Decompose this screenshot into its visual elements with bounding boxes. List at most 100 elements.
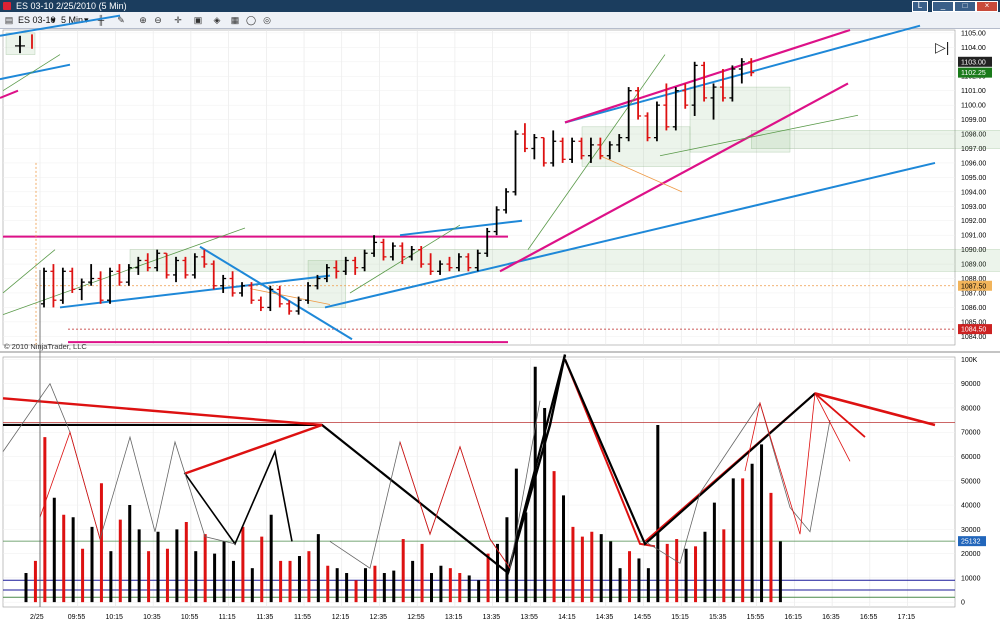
- congestion-box: [129, 249, 1000, 272]
- close-button[interactable]: ×: [976, 1, 998, 12]
- trend-line: [527, 54, 666, 250]
- trend-line: [324, 161, 936, 309]
- price-marker-label: 1103.00: [961, 59, 986, 66]
- volume-marker-box: [958, 536, 986, 547]
- data-box-icon[interactable]: ◯: [246, 15, 257, 25]
- price-tick-label: 1086.00: [961, 305, 986, 312]
- minimize-button[interactable]: _: [932, 1, 954, 12]
- volume-zigzag-line: [39, 430, 101, 540]
- time-tick-label: 10:15: [105, 614, 123, 621]
- trend-line: [564, 28, 851, 124]
- time-tick-label: 15:15: [671, 614, 689, 621]
- volume-tick-label: 0: [961, 600, 965, 607]
- price-tick-label: 1105.00: [961, 30, 986, 37]
- window-title-bar: ES 03-10 2/25/2010 (5 Min) L _ □ ×: [0, 0, 1000, 12]
- trend-line: [2, 54, 61, 92]
- time-tick-label: 11:15: [219, 614, 236, 621]
- time-tick-label: 11:35: [256, 614, 273, 621]
- drawing-tool-icon[interactable]: ✎: [117, 15, 125, 25]
- trend-line: [199, 245, 353, 341]
- price-tick-label: 1087.00: [961, 290, 986, 297]
- time-tick-label: 2/25: [30, 614, 44, 621]
- time-tick-label: 12:55: [407, 614, 425, 621]
- app-icon: [3, 2, 11, 10]
- price-tick-label: 1099.00: [961, 117, 986, 124]
- window-title: ES 03-10 2/25/2010 (5 Min): [16, 1, 127, 11]
- bar-style-icon[interactable]: ╫: [97, 15, 105, 25]
- price-tick-label: 1098.00: [961, 132, 986, 139]
- chart-menu-icon[interactable]: ▤: [4, 15, 14, 25]
- instrument-dropdown-icon[interactable]: ▾: [51, 15, 56, 25]
- price-tick-label: 1093.00: [961, 204, 986, 211]
- volume-tick-label: 70000: [961, 430, 981, 437]
- copyright-text: © 2010 NinjaTrader, LLC: [4, 342, 87, 351]
- volume-zigzag-line: [814, 392, 936, 427]
- time-tick-label: 12:35: [369, 614, 387, 621]
- time-tick-label: 10:55: [181, 614, 199, 621]
- price-tick-label: 1085.00: [961, 319, 986, 326]
- help-button[interactable]: L: [912, 1, 928, 12]
- volume-zigzag-line: [399, 441, 511, 569]
- price-tick-label: 1084.00: [961, 334, 986, 341]
- volume-tick-label: 10000: [961, 575, 981, 582]
- snapshot-icon[interactable]: ◎: [263, 15, 271, 25]
- trend-line: [0, 89, 19, 99]
- price-tick-label: 1091.00: [961, 233, 986, 240]
- volume-tick-label: 40000: [961, 503, 981, 510]
- volume-zigzag-line: [506, 354, 567, 574]
- volume-tick-label: 80000: [961, 405, 981, 412]
- properties-icon[interactable]: ▣: [193, 15, 203, 25]
- volume-tick-label: 30000: [961, 527, 981, 534]
- interval-dropdown-icon[interactable]: ▾: [84, 15, 89, 25]
- zoom-in-icon[interactable]: ⊕: [139, 15, 147, 25]
- price-marker-box: [958, 280, 992, 291]
- trend-line: [399, 219, 523, 237]
- volume-zigzag-line: [2, 397, 323, 475]
- interval-selector[interactable]: 5 Min: [61, 15, 84, 25]
- strategies-icon[interactable]: ◈: [213, 15, 221, 25]
- price-tick-label: 1089.00: [961, 262, 986, 269]
- price-panel-frame: [2, 29, 956, 346]
- price-tick-label: 1101.00: [961, 88, 986, 95]
- volume-tick-label: 50000: [961, 478, 981, 485]
- crosshair-icon[interactable]: ✛: [174, 15, 182, 25]
- trend-line: [2, 249, 56, 294]
- price-marker-label: 1102.25: [961, 70, 986, 77]
- time-tick-label: 14:55: [634, 614, 652, 621]
- volume-zigzag-line: [3, 354, 567, 575]
- trend-line: [659, 114, 859, 157]
- time-tick-label: 15:35: [709, 614, 727, 621]
- price-tick-label: 1097.00: [961, 146, 986, 153]
- price-marker-box: [958, 67, 992, 78]
- price-tick-label: 1094.00: [961, 189, 986, 196]
- trend-line: [499, 82, 849, 273]
- congestion-box: [751, 130, 1000, 149]
- volume-zigzag-line: [564, 359, 656, 548]
- time-tick-label: 16:15: [784, 614, 802, 621]
- zoom-out-icon[interactable]: ⊖: [154, 15, 162, 25]
- chart-toolbar: ▤ ES 03-10 ▾ 5 Min ▾ ╫ ✎ ⊕ ⊖ ✛ ▣ ◈ ▦ ◯ ◎: [0, 12, 1000, 29]
- time-tick-label: 09:55: [68, 614, 86, 621]
- indicators-icon[interactable]: ▦: [230, 15, 240, 25]
- time-tick-label: 12:15: [332, 614, 350, 621]
- volume-tick-label: 90000: [961, 381, 981, 388]
- instrument-selector[interactable]: ES 03-10: [18, 15, 56, 25]
- price-marker-label: 1084.50: [961, 327, 986, 334]
- trend-line: [0, 14, 121, 37]
- price-marker-box: [958, 56, 992, 67]
- volume-zigzag-line: [744, 392, 851, 535]
- price-tick-label: 1096.00: [961, 160, 986, 167]
- congestion-box: [581, 126, 691, 167]
- time-tick-label: 13:35: [483, 614, 501, 621]
- price-marker-label: 1087.50: [961, 283, 986, 290]
- time-tick-label: 17:15: [898, 614, 916, 621]
- time-tick-label: 15:55: [747, 614, 765, 621]
- time-tick-label: 14:35: [596, 614, 614, 621]
- volume-panel-frame: [2, 356, 956, 608]
- time-tick-label: 11:55: [294, 614, 311, 621]
- scroll-to-end-icon: ▷|: [935, 39, 949, 55]
- trend-line: [349, 224, 461, 294]
- maximize-button[interactable]: □: [954, 1, 976, 12]
- price-tick-label: 1090.00: [961, 247, 986, 254]
